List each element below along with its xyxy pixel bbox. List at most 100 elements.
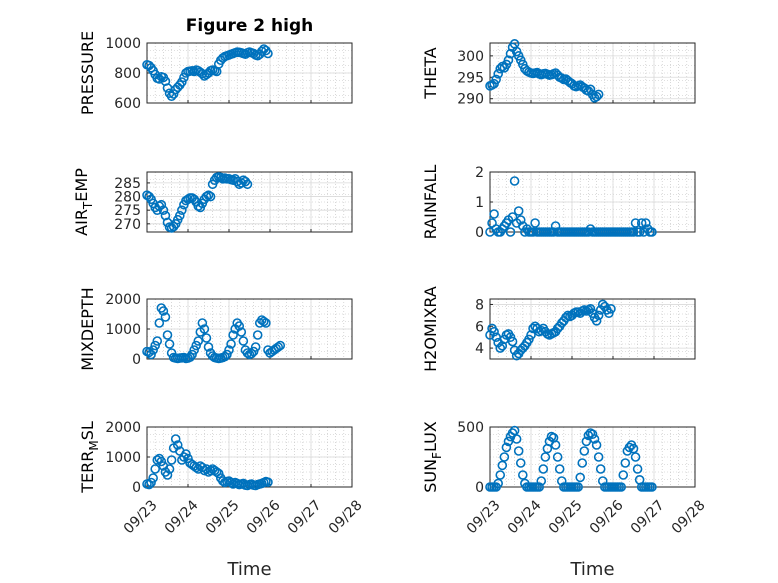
y-tick-label: 280 <box>114 190 141 206</box>
y-axis-label: THETA <box>421 47 440 99</box>
data-point <box>517 470 528 480</box>
data-point <box>177 77 187 87</box>
y-axis-label: RAINFALL <box>421 165 440 240</box>
data-point <box>497 460 508 471</box>
data-point <box>154 318 165 328</box>
data-point <box>201 333 212 343</box>
data-point <box>242 179 253 190</box>
data-point <box>630 452 641 462</box>
x-axis-label: Time <box>226 559 271 580</box>
data-point <box>591 91 602 102</box>
y-tick-label: 8 <box>475 297 484 313</box>
data-point <box>222 349 232 360</box>
data-point <box>162 330 173 340</box>
data-point <box>538 464 549 474</box>
data-point <box>640 218 651 228</box>
data-point <box>226 339 236 349</box>
data-point <box>275 340 286 351</box>
data-point <box>256 46 267 57</box>
data-point <box>511 434 522 444</box>
data-point <box>628 443 639 454</box>
data-point <box>252 330 263 340</box>
data-point <box>616 482 627 492</box>
data-point <box>166 91 177 102</box>
data-point <box>238 336 249 346</box>
data-point <box>148 345 158 355</box>
data-point <box>199 324 210 334</box>
x-tick-label: 09/26 <box>587 497 627 537</box>
x-tick-label: 09/27 <box>285 497 325 537</box>
data-point <box>172 440 183 450</box>
data-point <box>499 452 510 462</box>
y-tick-label: 285 <box>114 176 141 192</box>
data-point <box>154 74 165 84</box>
data-point <box>203 342 214 352</box>
data-point <box>509 425 520 436</box>
y-tick-label: 1 <box>475 195 484 211</box>
y-tick-label: 4 <box>475 341 484 357</box>
y-axis-label: TERRMSL <box>78 421 101 494</box>
data-point <box>146 349 156 360</box>
data-point <box>181 449 191 459</box>
data-point <box>197 68 208 79</box>
data-point <box>495 470 506 480</box>
data-point <box>577 458 588 468</box>
data-point <box>526 330 536 340</box>
data-point <box>503 55 514 65</box>
data-point <box>191 340 201 351</box>
data-point <box>273 342 284 352</box>
data-point <box>561 312 571 323</box>
data-point <box>628 227 639 237</box>
data-point <box>166 455 177 465</box>
data-point <box>624 442 635 453</box>
data-point <box>144 191 154 202</box>
data-point <box>250 342 261 352</box>
subplot-2: 290 295 300 THETA <box>421 39 696 108</box>
data-point <box>263 477 273 488</box>
y-axis-label: AIRTEMP <box>72 168 95 236</box>
data-point <box>489 326 499 337</box>
data-point <box>205 465 216 476</box>
data-point <box>191 462 201 473</box>
data-point <box>634 227 645 237</box>
data-point <box>220 351 230 362</box>
data-point <box>164 464 175 474</box>
data-point <box>513 446 524 456</box>
data-point <box>148 473 158 483</box>
data-point <box>507 336 518 347</box>
subplot-8: 0 500 09/23 09/24 09/25 09/26 09/27 09/28 SUNFLU… <box>421 420 709 580</box>
axes-border <box>489 298 696 360</box>
data-point <box>263 48 273 59</box>
subplot-1: 600 800 1000 PRESSURE Figure 2 high <box>78 16 353 115</box>
data-point <box>503 436 514 447</box>
data-point <box>647 227 657 237</box>
data-point <box>620 458 631 468</box>
data-point <box>164 339 175 349</box>
data-point <box>591 316 602 326</box>
data-point <box>536 476 547 486</box>
data-point <box>593 89 604 100</box>
axes-border <box>489 426 696 488</box>
x-tick-label: 09/23 <box>121 497 161 537</box>
data-point <box>618 470 629 480</box>
data-point <box>201 191 212 202</box>
data-point <box>575 472 586 483</box>
y-tick-label: 1000 <box>105 36 141 52</box>
y-tick-label: 6 <box>475 319 484 335</box>
data-point <box>540 452 551 462</box>
y-tick-label: 2000 <box>105 292 141 308</box>
data-point <box>509 176 520 186</box>
x-tick-label: 09/25 <box>546 497 586 537</box>
data-point <box>632 464 643 474</box>
data-point <box>550 440 561 450</box>
data-point <box>205 191 216 202</box>
data-point <box>593 452 604 462</box>
data-point <box>515 215 526 225</box>
y-tick-label: 800 <box>114 66 141 82</box>
data-point <box>183 194 193 205</box>
y-tick-label: 300 <box>457 49 484 65</box>
data-point <box>259 316 269 327</box>
data-point <box>246 348 257 359</box>
data-point <box>242 348 253 358</box>
